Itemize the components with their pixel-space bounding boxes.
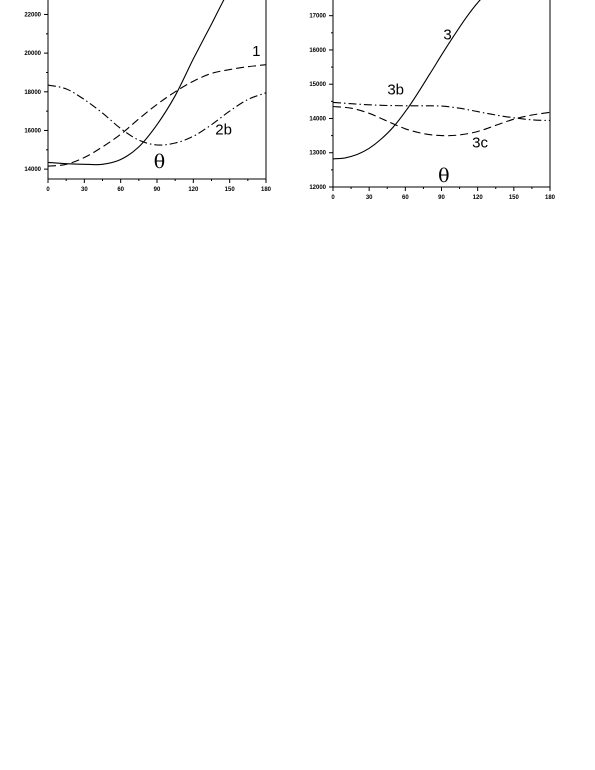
y-tick-label: 14000 bbox=[24, 167, 41, 173]
y-tick-label: 16000 bbox=[309, 48, 326, 54]
curve-label-3: 3 bbox=[443, 27, 451, 44]
curve-label-2b: 2b bbox=[215, 121, 232, 138]
series-line-1 bbox=[48, 64, 266, 167]
x-tick-label: 90 bbox=[154, 187, 161, 193]
x-tick-label: 30 bbox=[81, 187, 88, 193]
chart-left: 0 30 60 90 120 150 180 14000 16000 18000 20000 2200… bbox=[24, 0, 272, 193]
y-tick-label: 16000 bbox=[24, 128, 41, 134]
y-tick-label: 14000 bbox=[309, 116, 326, 122]
x-tick-label: 120 bbox=[473, 195, 484, 201]
x-tick-label: 180 bbox=[261, 187, 272, 193]
series-line-3c bbox=[333, 105, 550, 137]
x-tick-label: 0 bbox=[46, 187, 50, 193]
x-tick-label: 60 bbox=[402, 195, 409, 201]
x-tick-label: 120 bbox=[188, 187, 199, 193]
x-axis-title: θ bbox=[438, 165, 449, 187]
series-line-3 bbox=[333, 0, 481, 160]
figure: 0 30 60 90 120 150 180140001600018000200002200… bbox=[24, 0, 556, 201]
x-tick-label: 30 bbox=[366, 195, 373, 201]
curve-label-3b: 3b bbox=[387, 81, 404, 98]
x-tick-label: 150 bbox=[509, 195, 520, 201]
chart-right: 0 30 60 90 120 150 180 12000 13000 14000 15000 1600… bbox=[309, 0, 556, 201]
y-tick-label: 13000 bbox=[309, 151, 326, 157]
series-line-3b bbox=[333, 101, 550, 122]
x-tick-label: 0 bbox=[331, 195, 335, 201]
y-tick-label: 22000 bbox=[24, 12, 41, 18]
y-tick-label: 18000 bbox=[24, 90, 41, 96]
x-tick-label: 150 bbox=[225, 187, 236, 193]
x-tick-label: 180 bbox=[545, 195, 556, 201]
y-tick-label: 12000 bbox=[309, 185, 326, 191]
x-tick-label: 90 bbox=[438, 195, 445, 201]
x-tick-label: 60 bbox=[117, 187, 124, 193]
y-tick-label: 17000 bbox=[309, 14, 326, 20]
y-tick-label: 20000 bbox=[24, 51, 41, 57]
curve-label-1: 1 bbox=[252, 43, 260, 60]
series-line-2 bbox=[48, 0, 225, 166]
curve-label-3c: 3c bbox=[472, 135, 488, 152]
series-line-2b bbox=[48, 84, 266, 146]
x-axis-title: θ bbox=[154, 151, 165, 173]
y-tick-label: 15000 bbox=[309, 82, 326, 88]
